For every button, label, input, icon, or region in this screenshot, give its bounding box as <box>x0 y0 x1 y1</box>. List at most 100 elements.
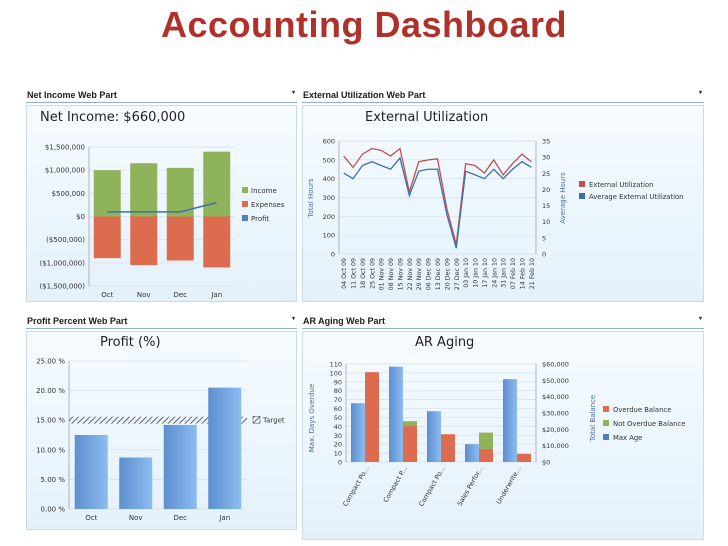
y-tick-label: ($1,500,000) <box>39 283 85 291</box>
x-tick-label: 08 Nov 09 <box>388 258 395 290</box>
overdue-balance-bar <box>517 453 531 462</box>
legend-swatch <box>579 181 585 187</box>
x-tick-label: Nov <box>129 514 143 522</box>
profit-percent-header-title: Profit Percent Web Part <box>27 316 128 326</box>
dropdown-icon[interactable]: ▾ <box>291 90 295 96</box>
max-age-bar <box>503 379 517 462</box>
y2-axis-label: Average Hours <box>559 172 567 224</box>
y-tick-label: ($1,000,000) <box>39 259 85 267</box>
external-utilization-heading: External Utilization <box>365 110 489 125</box>
profit-percent-panel: Profit (%) 0.00 % 5.00 % 10.00 % 15.00 % 20.… <box>26 331 297 530</box>
x-tick-label: 24 Jan 10 <box>491 258 498 288</box>
x-tick-label: Jan <box>210 291 222 299</box>
y2-tick-label: 20 <box>542 186 550 194</box>
y2-axis-label: Total Balance <box>589 395 597 443</box>
x-tick-label: Oct <box>85 514 97 522</box>
external-utilization-line <box>343 147 532 245</box>
y-tick-label: 5.00 % <box>41 476 66 484</box>
ar-aging-heading: AR Aging <box>415 335 475 350</box>
y2-tick-label: $40,000 <box>542 393 569 401</box>
y2-tick-label: $20,000 <box>542 426 569 434</box>
y2-tick-label: 35 <box>542 138 550 146</box>
external-utilization-web-part: External Utilization Web Part ▾ External… <box>302 88 704 302</box>
y2-tick-label: 10 <box>542 218 550 226</box>
dropdown-icon[interactable]: ▾ <box>291 316 295 322</box>
external-utilization-header: External Utilization Web Part ▾ <box>302 88 704 103</box>
y2-tick-label: 5 <box>542 234 546 242</box>
x-tick-label: 27 Dec 09 <box>454 258 461 290</box>
y2-tick-label: 30 <box>542 154 550 162</box>
external-utilization-header-title: External Utilization Web Part <box>303 90 426 100</box>
max-age-bar <box>389 366 403 462</box>
ar-aging-header: AR Aging Web Part ▾ <box>302 314 704 329</box>
profit-percent-heading: Profit (%) <box>100 335 161 350</box>
x-tick-label: 13 Dec 09 <box>435 258 442 290</box>
max-age-bar <box>427 411 441 462</box>
legend-swatch <box>242 215 248 221</box>
profit-bar <box>163 424 197 509</box>
y-tick-label: 10.00 % <box>36 446 65 454</box>
x-tick-label: 31 Jan 10 <box>501 258 508 288</box>
x-tick-label: Compact P... <box>382 465 409 504</box>
x-tick-label: Sales Perfor... <box>456 465 485 507</box>
y-tick-label: $0 <box>76 213 85 221</box>
legend-swatch <box>252 415 261 424</box>
y-tick-label: 300 <box>323 194 335 202</box>
y-tick-label: 40 <box>334 423 342 431</box>
x-tick-label: 15 Nov 09 <box>397 258 404 290</box>
y2-tick-label: 0 <box>542 251 546 259</box>
y-axis-label: Max. Days Overdue <box>308 384 316 453</box>
x-tick-label: Dec <box>173 291 187 299</box>
income-bar <box>166 167 194 217</box>
y-axis-label: Total Hours <box>307 178 315 218</box>
y-tick-label: 20.00 % <box>36 387 65 395</box>
y-tick-label: 200 <box>323 213 335 221</box>
y2-tick-label: 15 <box>542 202 550 210</box>
dropdown-icon[interactable]: ▾ <box>698 90 702 96</box>
not-overdue-balance-bar <box>479 432 493 449</box>
x-tick-label: Dec <box>173 514 187 522</box>
profit-bar <box>208 387 242 509</box>
y2-tick-label: $60,000 <box>542 361 569 369</box>
legend-label: Income <box>251 187 277 195</box>
ar-aging-header-title: AR Aging Web Part <box>303 316 386 326</box>
x-tick-label: Oct <box>101 291 113 299</box>
net-income-header-title: Net Income Web Part <box>27 90 117 100</box>
profit-percent-chart: 0.00 % 5.00 % 10.00 % 15.00 % 20.00 % 25.00 %… <box>36 358 285 523</box>
target-band <box>69 416 247 424</box>
income-bar <box>130 163 158 217</box>
net-income-heading: Net Income: $660,000 <box>40 110 186 125</box>
legend-swatch <box>242 187 248 193</box>
x-tick-label: 17 Jan 10 <box>482 258 489 288</box>
legend-swatch <box>603 406 609 412</box>
profit-bar <box>74 435 108 509</box>
average-external-utilization-line <box>343 156 532 249</box>
x-tick-label: 20 Dec 09 <box>444 258 451 290</box>
overdue-balance-bar <box>403 426 417 462</box>
x-tick-label: Compact Po... <box>417 465 446 508</box>
y-tick-label: 60 <box>334 405 342 413</box>
expenses-bar <box>166 216 194 261</box>
x-tick-label: 03 Jan 10 <box>463 258 470 288</box>
x-tick-label: 25 Oct 09 <box>369 258 376 289</box>
net-income-web-part: Net Income Web Part ▾ Net Income: $660,0… <box>26 88 297 302</box>
legend-swatch <box>242 201 248 207</box>
x-tick-label: 10 Jan 10 <box>473 258 480 288</box>
profit-bar <box>119 457 153 509</box>
dropdown-icon[interactable]: ▾ <box>698 316 702 322</box>
x-tick-label: 11 Oct 09 <box>351 258 358 289</box>
y-tick-label: 90 <box>334 378 342 386</box>
net-income-header: Net Income Web Part ▾ <box>26 88 297 103</box>
legend-label: Overdue Balance <box>613 406 671 414</box>
y-tick-label: 100 <box>330 369 342 377</box>
expenses-bar <box>203 216 231 268</box>
y-tick-label: 80 <box>334 387 342 395</box>
y-tick-label: 500 <box>323 156 335 164</box>
overdue-balance-bar <box>479 448 493 462</box>
y-tick-label: 600 <box>323 138 335 146</box>
y2-tick-label: $0 <box>542 459 550 467</box>
expenses-bar <box>93 216 121 259</box>
y-tick-label: 100 <box>323 232 335 240</box>
y-tick-label: 25.00 % <box>36 358 65 366</box>
